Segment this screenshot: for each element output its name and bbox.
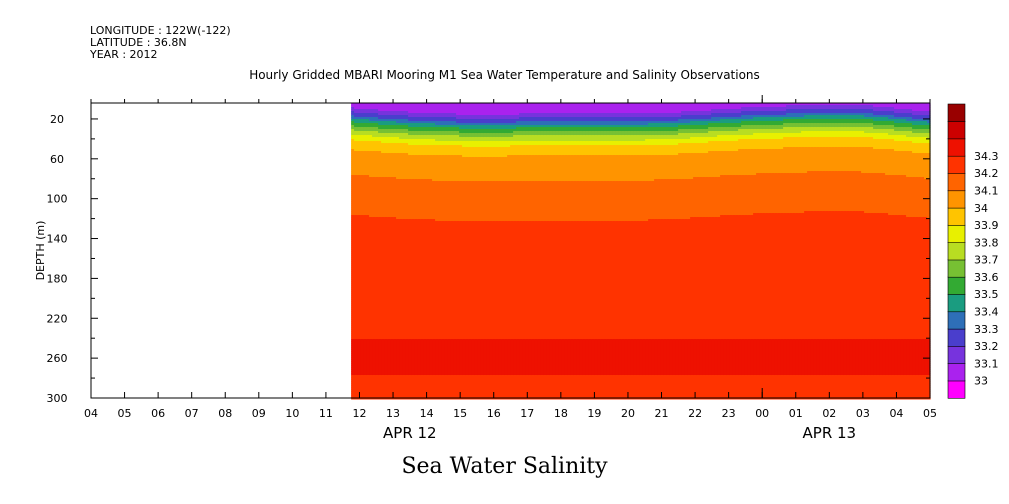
salinity-chart: 04 05 06 07 08 09 10 11 12 13 14 15 16 17 18 19 20 21 22 23… bbox=[0, 0, 1009, 504]
